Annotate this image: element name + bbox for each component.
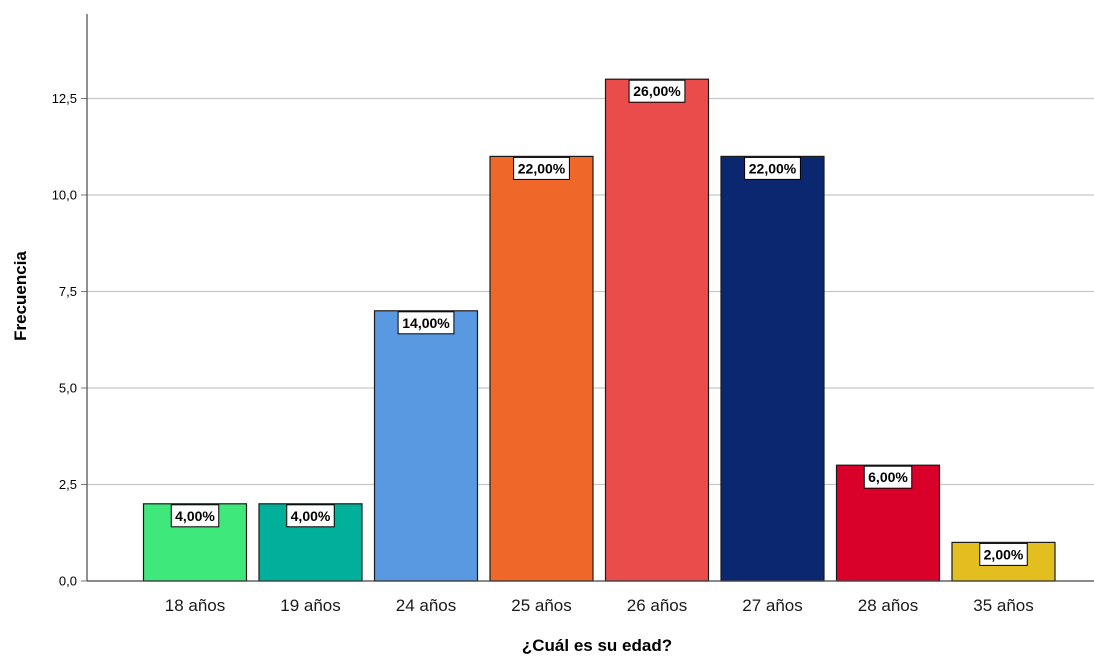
data-label: 14,00% <box>402 315 450 331</box>
data-label-box <box>979 542 1028 566</box>
data-label: 4,00% <box>175 508 215 524</box>
data-label-box <box>744 156 801 180</box>
data-label: 2,00% <box>984 546 1024 562</box>
y-tick-label: 5,0 <box>59 381 77 396</box>
data-label: 6,00% <box>868 469 908 485</box>
data-label-box <box>513 156 570 180</box>
data-label-box <box>628 79 686 103</box>
data-label: 22,00% <box>518 160 566 176</box>
data-label-box <box>170 504 220 528</box>
data-label-box <box>397 311 455 335</box>
x-tick-label: 19 años <box>280 596 341 615</box>
x-axis-title: ¿Cuál es su edad? <box>522 636 672 655</box>
y-tick-label: 10,0 <box>52 188 77 203</box>
y-tick-label: 12,5 <box>52 91 77 106</box>
bar <box>720 155 825 582</box>
data-label-box <box>286 504 335 528</box>
x-tick-label: 26 años <box>627 596 688 615</box>
y-tick-label: 7,5 <box>59 284 77 299</box>
data-label: 26,00% <box>633 83 681 99</box>
y-tick-label: 2,5 <box>59 477 77 492</box>
data-labels: 4,00% 4,00% 14,00% 22,00% 26,00% 22,00% 6,00% 2… <box>170 79 1028 566</box>
data-label-box <box>863 465 913 489</box>
bar <box>604 78 710 582</box>
axes: 0,0 2,5 5,0 7,5 10,0 12,5 18 años 19 años 24 año… <box>52 14 1094 615</box>
y-axis-title: Frecuencia <box>11 251 30 341</box>
y-tick-label: 0,0 <box>59 574 77 589</box>
bars <box>142 78 1056 582</box>
x-tick-label: 28 años <box>858 596 919 615</box>
x-tick-label: 25 años <box>511 596 572 615</box>
data-label: 22,00% <box>749 160 797 176</box>
bar <box>489 155 594 582</box>
bar <box>373 310 479 582</box>
data-label: 4,00% <box>291 508 331 524</box>
x-tick-label: 35 años <box>973 596 1034 615</box>
x-tick-label: 27 años <box>742 596 803 615</box>
x-tick-label: 24 años <box>396 596 457 615</box>
x-tick-label: 18 años <box>165 596 226 615</box>
